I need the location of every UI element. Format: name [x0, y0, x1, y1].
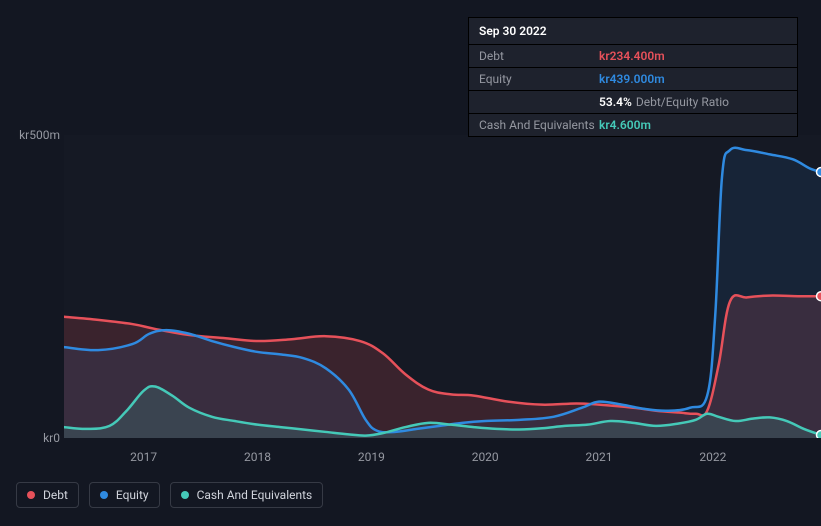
tooltip-row-label: Equity [479, 72, 599, 86]
equity-end-marker [817, 167, 821, 176]
y-axis-label: kr500m [16, 128, 60, 142]
x-axis-label: 2019 [358, 450, 385, 464]
tooltip-date: Sep 30 2022 [469, 18, 797, 45]
chart-plot[interactable] [64, 135, 821, 438]
x-axis-label: 2020 [472, 450, 499, 464]
cash-end-marker [817, 430, 821, 438]
tooltip-ratio-suffix: Debt/Equity Ratio [636, 95, 729, 109]
tooltip-row-value: 53.4%Debt/Equity Ratio [599, 95, 729, 109]
legend-item-label: Debt [43, 488, 68, 502]
tooltip-row: Debtkr234.400m [469, 45, 797, 68]
chart-tooltip: Sep 30 2022 Debtkr234.400mEquitykr439.00… [468, 17, 798, 137]
legend-dot-icon [27, 491, 35, 499]
legend-dot-icon [100, 491, 108, 499]
legend-item-equity[interactable]: Equity [89, 482, 160, 508]
debt-end-marker [817, 292, 821, 301]
tooltip-row-label: Cash And Equivalents [479, 118, 599, 132]
tooltip-row: Equitykr439.000m [469, 68, 797, 91]
legend-item-debt[interactable]: Debt [16, 482, 79, 508]
tooltip-row: 53.4%Debt/Equity Ratio [469, 91, 797, 114]
x-axis-label: 2021 [586, 450, 613, 464]
legend-item-cash[interactable]: Cash And Equivalents [170, 482, 324, 508]
tooltip-row: Cash And Equivalentskr4.600m [469, 114, 797, 136]
legend-dot-icon [181, 491, 189, 499]
tooltip-row-label: Debt [479, 49, 599, 63]
legend-item-label: Equity [116, 488, 149, 502]
chart-legend: Debt Equity Cash And Equivalents [16, 482, 323, 508]
y-axis-label: kr0 [16, 431, 60, 445]
tooltip-row-value: kr439.000m [599, 72, 665, 86]
x-axis-label: 2022 [699, 450, 726, 464]
tooltip-row-label [479, 95, 599, 109]
legend-item-label: Cash And Equivalents [197, 488, 313, 502]
x-axis-label: 2018 [244, 450, 271, 464]
tooltip-row-value: kr234.400m [599, 49, 665, 63]
tooltip-row-value: kr4.600m [599, 118, 651, 132]
x-axis-label: 2017 [130, 450, 157, 464]
